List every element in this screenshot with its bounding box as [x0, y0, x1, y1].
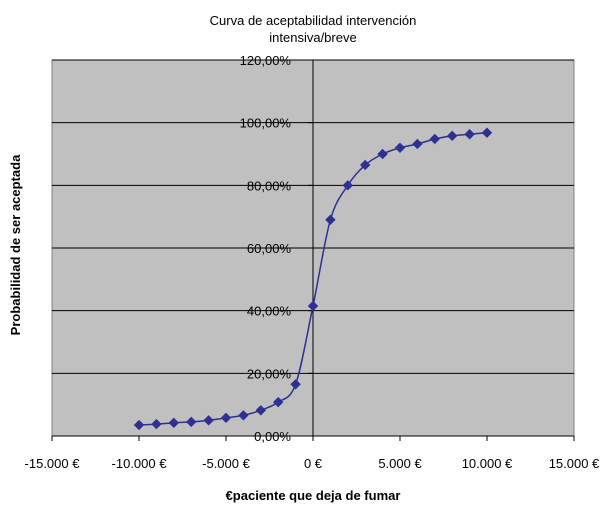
chart-title-line-2: intensiva/breve: [269, 30, 356, 45]
y-axis-label: Probabilidad de ser aceptada: [8, 154, 23, 335]
y-tick-label: 0,00%: [254, 429, 291, 444]
x-tick-labels: -15.000 € -10.000 € -5.000 € 0 € 5.000 € 10.0…: [25, 456, 601, 471]
x-tick-label: 10.000 €: [462, 456, 513, 471]
y-tick-label: 80,00%: [247, 178, 292, 193]
y-tick-label: 100,00%: [240, 116, 292, 131]
x-axis-label: €paciente que deja de fumar: [226, 488, 401, 503]
y-tick-label: 120,00%: [240, 53, 292, 68]
y-tick-label: 40,00%: [247, 304, 292, 319]
y-tick-label: 60,00%: [247, 241, 292, 256]
x-tick-label: -15.000 €: [25, 456, 81, 471]
y-tick-label: 20,00%: [247, 366, 292, 381]
x-tick-label: -10.000 €: [112, 456, 168, 471]
x-tick-label: 15.000 €: [549, 456, 600, 471]
x-tick-label: 5.000 €: [378, 456, 422, 471]
x-tick-label: -5.000 €: [202, 456, 250, 471]
x-tick-label: 0 €: [304, 456, 323, 471]
chart-title-line-1: Curva de aceptabilidad intervención: [210, 13, 417, 28]
